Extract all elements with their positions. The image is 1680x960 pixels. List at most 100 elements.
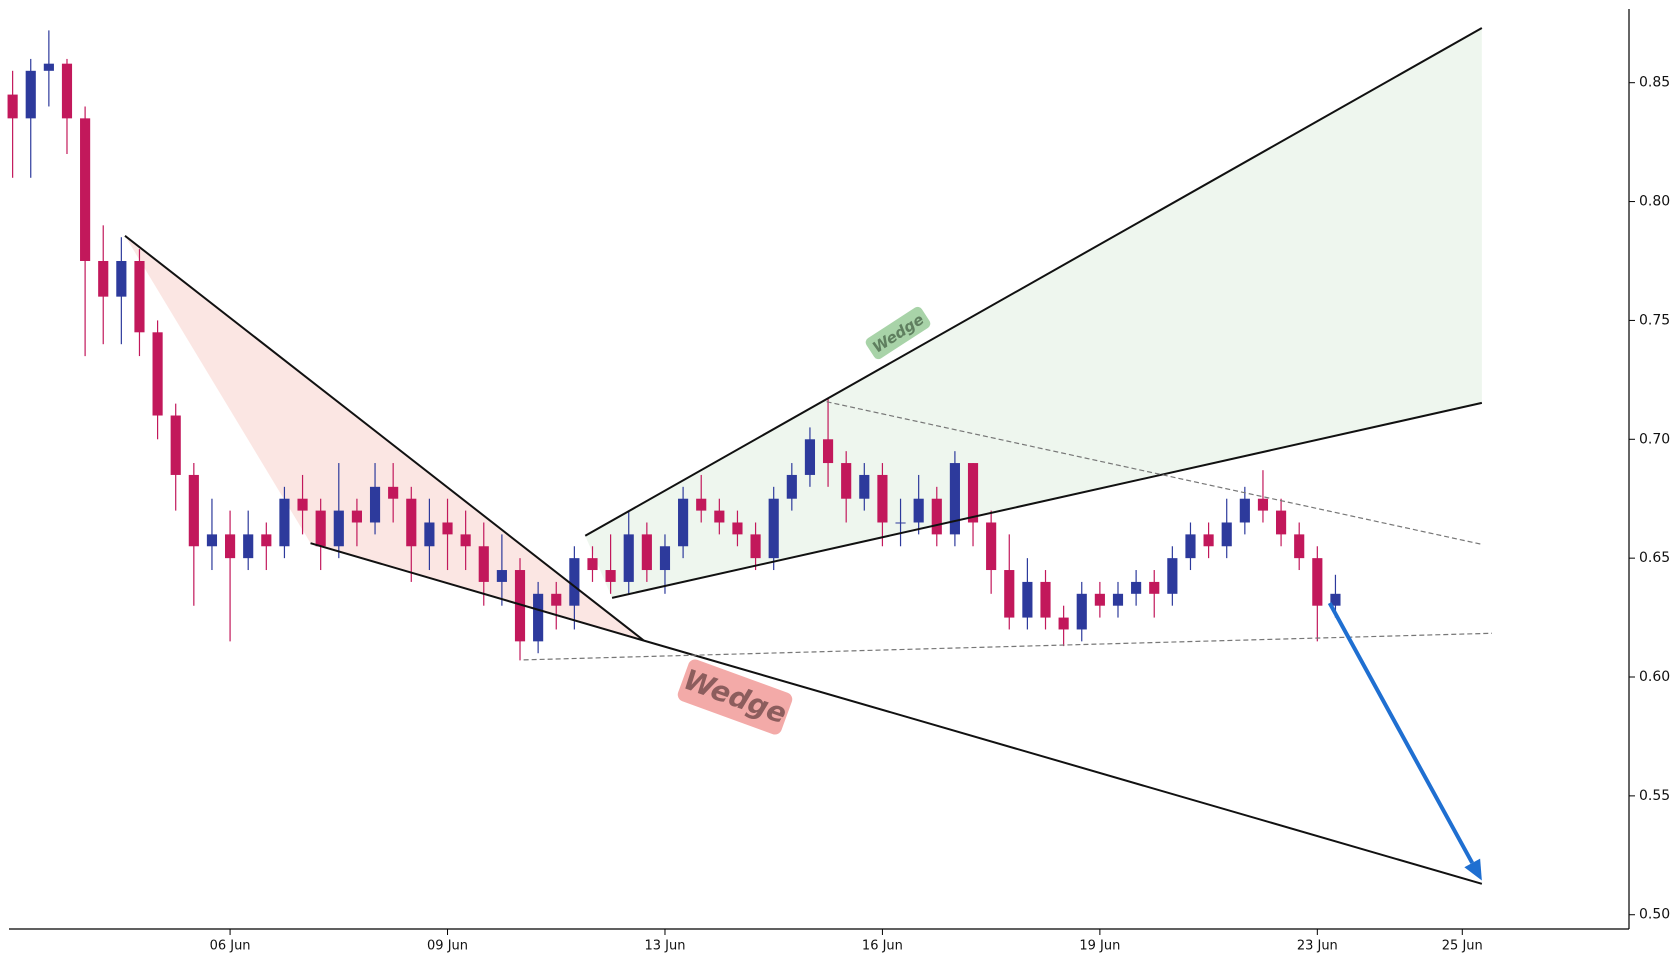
candle-body bbox=[261, 534, 272, 547]
candle-body bbox=[424, 522, 435, 547]
candle-body bbox=[1257, 498, 1269, 511]
candle-body bbox=[1076, 593, 1087, 630]
candle-body bbox=[1058, 617, 1069, 630]
candle-body bbox=[786, 474, 797, 499]
label-box bbox=[865, 306, 931, 360]
candle-body bbox=[514, 570, 526, 642]
axes: 0.50 0.55 0.60 0.65 0.70 0.75 0.80 0.85 06 Jun 09… bbox=[9, 9, 1670, 954]
candle-body bbox=[551, 593, 562, 606]
x-tick-label: 13 Jun bbox=[644, 939, 685, 954]
candle-body bbox=[98, 260, 109, 297]
candle-body bbox=[442, 522, 453, 535]
candle-body bbox=[1221, 522, 1232, 547]
candle-body bbox=[1004, 570, 1015, 618]
candle-body bbox=[1294, 534, 1305, 559]
candle-body bbox=[750, 534, 761, 559]
candle-body bbox=[116, 260, 127, 297]
candle-body bbox=[315, 510, 326, 547]
candle-body bbox=[388, 486, 399, 499]
candle-body bbox=[406, 498, 417, 547]
candle-body bbox=[931, 498, 942, 535]
y-tick-label: 0.65 bbox=[1639, 550, 1670, 566]
arrow-head bbox=[1464, 858, 1482, 881]
candle-body bbox=[351, 510, 362, 523]
candle-body bbox=[206, 534, 218, 547]
candle-body bbox=[533, 593, 544, 642]
trend-line bbox=[310, 542, 1483, 885]
candle-body bbox=[641, 534, 652, 571]
x-tick-label: 06 Jun bbox=[210, 939, 251, 954]
candle-body bbox=[841, 463, 852, 499]
candle-body bbox=[333, 510, 344, 547]
candle-body bbox=[1203, 534, 1214, 547]
candle-body bbox=[804, 439, 816, 475]
candle-body bbox=[949, 463, 960, 535]
candle-body bbox=[1167, 558, 1178, 594]
candle-body bbox=[43, 63, 54, 71]
x-tick-label: 16 Jun bbox=[862, 939, 903, 954]
candle-body bbox=[225, 534, 236, 559]
candle-body bbox=[80, 118, 91, 261]
candle-body bbox=[967, 463, 979, 523]
candle-body bbox=[7, 94, 18, 119]
y-tick-label: 0.60 bbox=[1639, 669, 1670, 685]
pattern-lines bbox=[124, 27, 1493, 885]
x-tick-label: 23 Jun bbox=[1297, 939, 1338, 954]
y-tick-label: 0.85 bbox=[1639, 75, 1670, 91]
y-tick-label: 0.75 bbox=[1639, 312, 1670, 328]
candle-body bbox=[623, 534, 634, 582]
candle-body bbox=[859, 474, 870, 499]
x-tick-label: 09 Jun bbox=[427, 939, 468, 954]
candle-body bbox=[134, 260, 145, 333]
candle-body bbox=[1040, 581, 1051, 618]
candle-body bbox=[1330, 593, 1341, 606]
projection-arrow bbox=[1327, 602, 1474, 864]
candle-body bbox=[569, 558, 580, 606]
candle-body bbox=[822, 439, 834, 464]
y-tick-label: 0.50 bbox=[1639, 907, 1670, 923]
candle-body bbox=[605, 570, 616, 582]
trend-line bbox=[611, 401, 1483, 599]
candle-body bbox=[678, 498, 689, 547]
y-tick-label: 0.55 bbox=[1639, 788, 1670, 804]
candle-body bbox=[1185, 534, 1196, 559]
candles bbox=[7, 30, 1341, 661]
candle-body bbox=[297, 498, 308, 511]
trend-line bbox=[584, 27, 1483, 537]
candle-body bbox=[1131, 581, 1142, 594]
trend-line bbox=[523, 632, 1493, 661]
candle-body bbox=[369, 486, 381, 523]
candle-body bbox=[170, 415, 181, 475]
y-tick-label: 0.80 bbox=[1639, 194, 1670, 210]
candle-body bbox=[696, 498, 707, 511]
trend-line bbox=[124, 235, 645, 642]
candle-body bbox=[1112, 593, 1124, 606]
candle-body bbox=[61, 63, 73, 119]
wedge-label-red: Wedge bbox=[677, 659, 793, 735]
x-tick-label: 19 Jun bbox=[1079, 939, 1120, 954]
candle-body bbox=[1094, 593, 1105, 606]
y-tick-label: 0.70 bbox=[1639, 431, 1670, 447]
x-tick-label: 25 Jun bbox=[1442, 939, 1483, 954]
candle-body bbox=[659, 546, 671, 571]
candle-body bbox=[243, 534, 254, 559]
candle-body bbox=[714, 510, 725, 523]
candle-body bbox=[768, 498, 779, 559]
candle-body bbox=[587, 558, 598, 571]
candle-body bbox=[1022, 581, 1033, 618]
candle-body bbox=[188, 474, 199, 547]
candle-body bbox=[460, 534, 471, 547]
candle-body bbox=[1239, 498, 1250, 523]
candle-body bbox=[496, 570, 507, 582]
candle-body bbox=[895, 522, 906, 524]
candle-body bbox=[913, 498, 924, 523]
candle-body bbox=[1276, 510, 1287, 535]
candle-body bbox=[986, 522, 997, 571]
candle-body bbox=[25, 70, 36, 119]
candle-body bbox=[478, 546, 489, 582]
candle-body bbox=[152, 332, 163, 416]
candle-body bbox=[732, 522, 743, 535]
candle-body bbox=[877, 474, 888, 523]
label-box bbox=[677, 659, 793, 735]
